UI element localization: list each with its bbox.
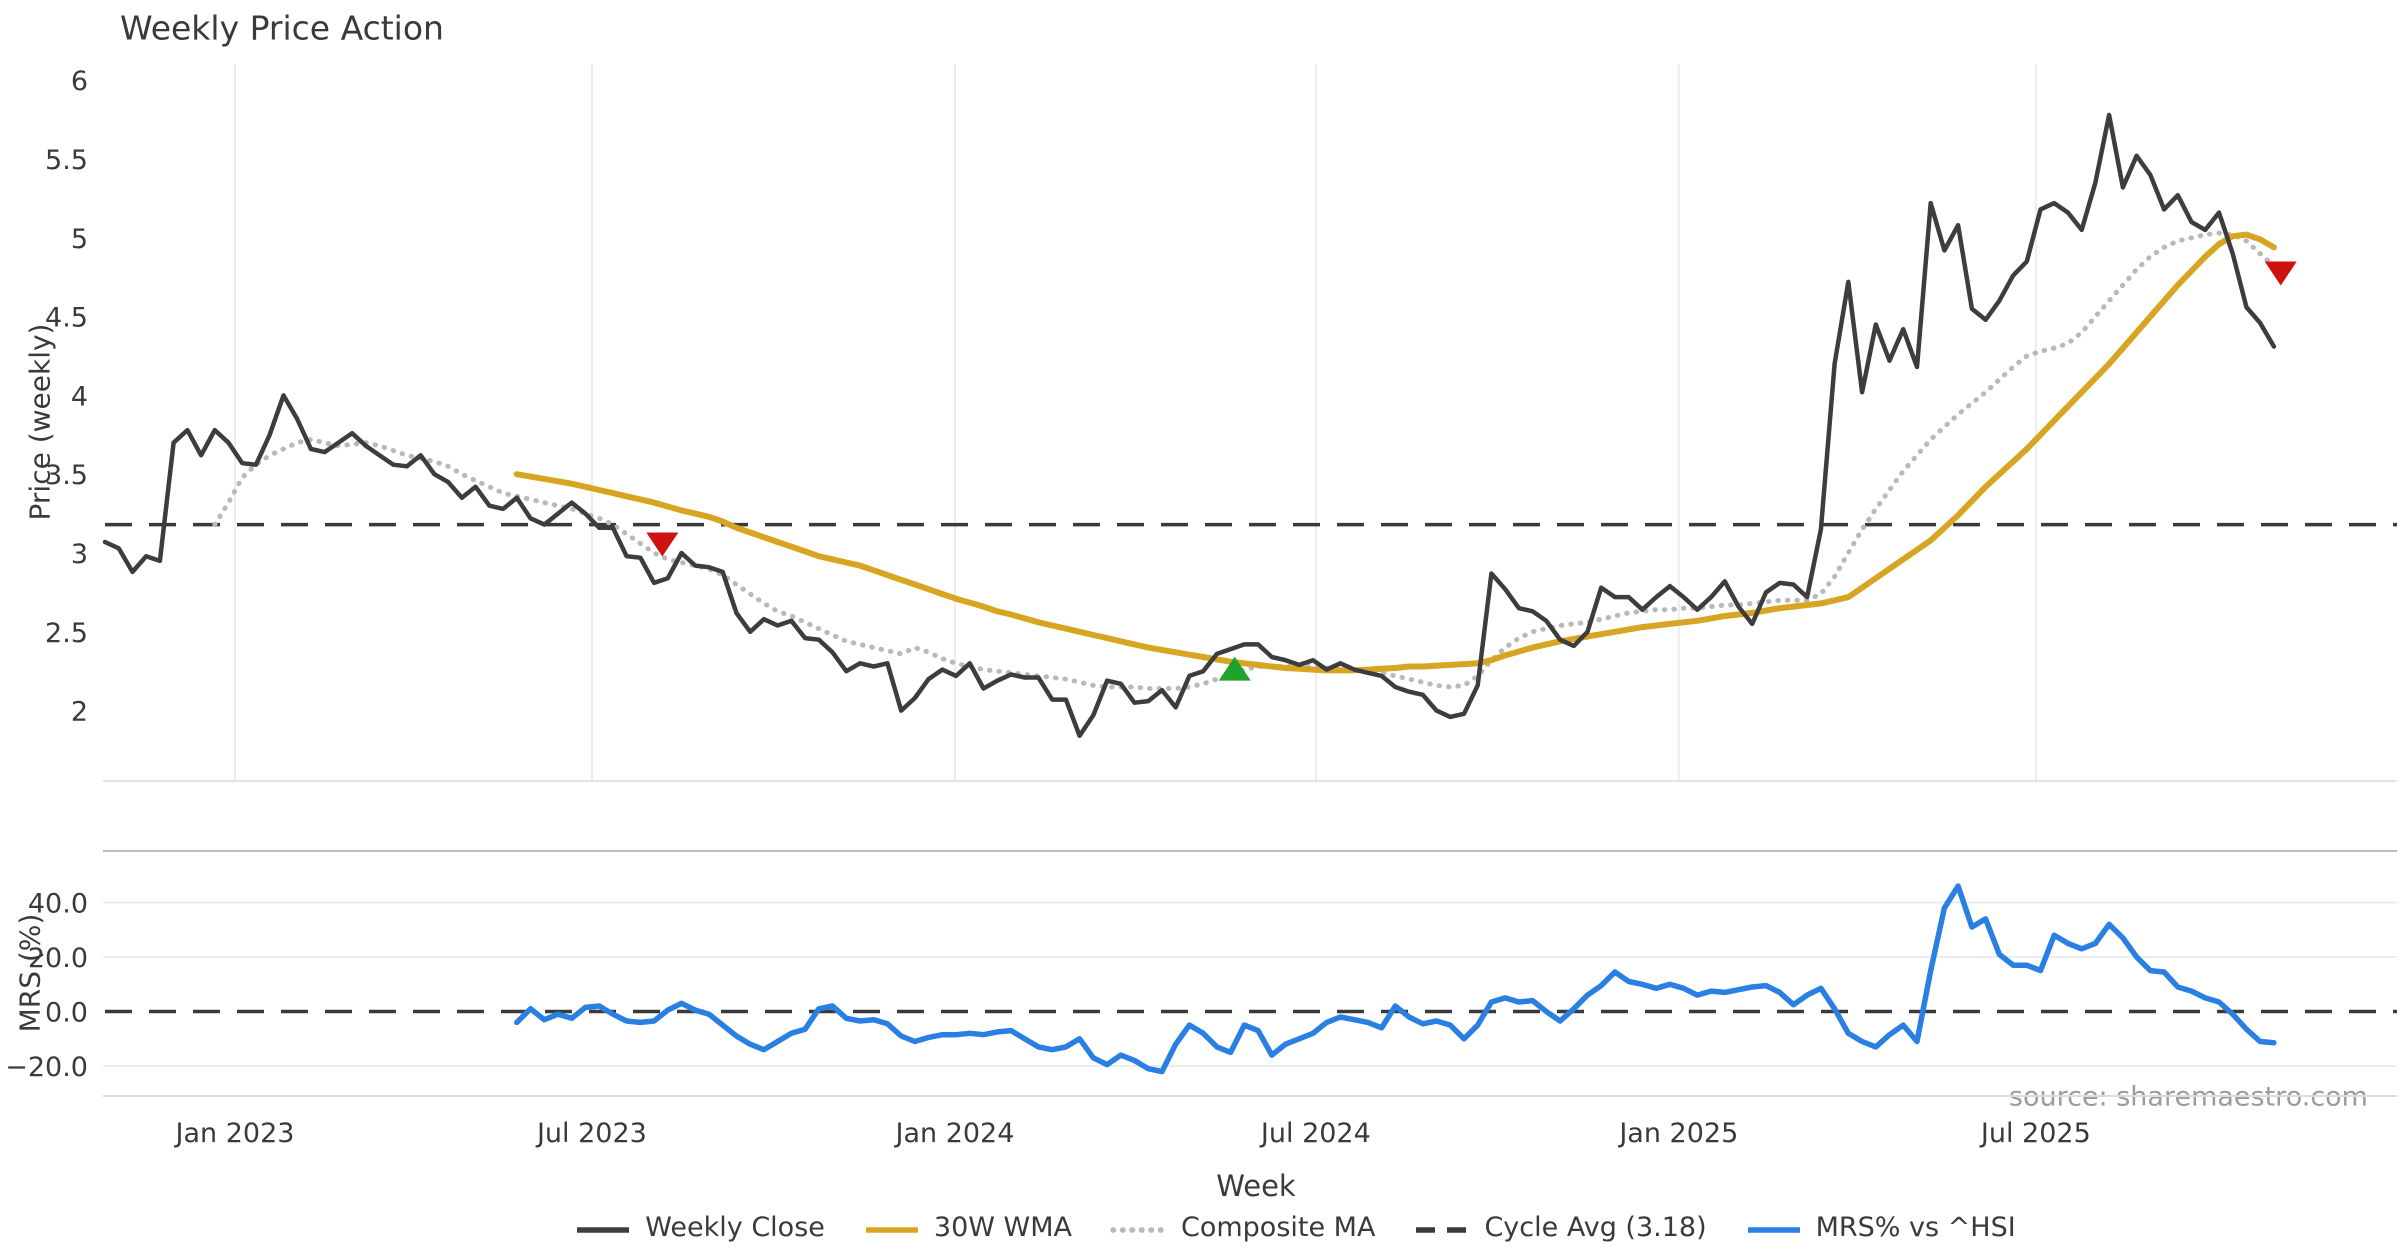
price-ytick-label: 5.5 — [45, 145, 88, 176]
legend-swatch-graphic — [1747, 1227, 1800, 1233]
x-tick-label: Jul 2025 — [1979, 1118, 2091, 1149]
mrs-ytick-label: 40.0 — [28, 889, 88, 920]
legend-label: Composite MA — [1181, 1212, 1376, 1243]
mrs-ytick-label: −20.0 — [5, 1052, 88, 1083]
price-ytick-label: 3.5 — [45, 460, 88, 491]
legend-label: Weekly Close — [645, 1212, 825, 1243]
x-tick-label: Jul 2024 — [1259, 1118, 1371, 1149]
legend-item-30w-wma: 30W WMA — [863, 1212, 1072, 1243]
buy-signal-marker — [1218, 656, 1251, 681]
legend-swatch-wma-line — [863, 1212, 921, 1243]
legend-swatch-mrs-line — [1745, 1212, 1803, 1243]
x-tick-label: Jan 2023 — [174, 1118, 295, 1149]
legend: Weekly Close 30W WMA Composite MA Cycle … — [0, 1212, 2400, 1243]
sell-signal-marker — [646, 532, 679, 557]
mrs-ytick-label: 0.0 — [45, 998, 88, 1029]
legend-swatch-graphic — [1416, 1227, 1469, 1233]
legend-swatch-cycle-avg-dashed-line — [1413, 1212, 1471, 1243]
price-ytick-label: 6 — [71, 66, 88, 97]
price-ytick-label: 4 — [71, 381, 88, 412]
x-tick-label: Jan 2024 — [894, 1118, 1015, 1149]
wma-line — [513, 231, 2277, 674]
page-title: Weekly Price Action — [120, 8, 444, 48]
legend-label: Cycle Avg (3.18) — [1484, 1212, 1707, 1243]
legend-item-mrs: MRS% vs ^HSI — [1745, 1212, 2016, 1243]
x-tick-label: Jul 2023 — [535, 1118, 647, 1149]
legend-label: MRS% vs ^HSI — [1815, 1212, 2016, 1243]
price-ytick-label: 2 — [71, 697, 88, 728]
weekly-close-line — [102, 112, 2277, 739]
price-ytick-label: 4.5 — [45, 303, 88, 334]
price-ytick-label: 3 — [71, 539, 88, 570]
mrs-line — [514, 883, 2277, 1075]
legend-item-cycle-avg: Cycle Avg (3.18) — [1413, 1212, 1707, 1243]
x-tick-label: Jan 2025 — [1617, 1118, 1738, 1149]
sell-signal-marker — [2264, 261, 2297, 286]
price-ytick-label: 5 — [71, 224, 88, 255]
legend-item-weekly-close: Weekly Close — [574, 1212, 825, 1243]
legend-swatch-graphic — [1110, 1227, 1168, 1233]
composite-ma-line — [212, 230, 2277, 691]
legend-swatch-graphic — [577, 1227, 630, 1233]
legend-label: 30W WMA — [933, 1212, 1072, 1243]
legend-swatch-weekly-close-line — [574, 1212, 632, 1243]
mrs-ytick-label: 20.0 — [28, 943, 88, 974]
price-ytick-label: 2.5 — [45, 618, 88, 649]
legend-swatch-composite-dotted-line — [1110, 1212, 1168, 1243]
legend-swatch-graphic — [865, 1227, 918, 1233]
legend-item-composite-ma: Composite MA — [1110, 1212, 1375, 1243]
x-axis-label: Week — [1216, 1169, 1296, 1203]
